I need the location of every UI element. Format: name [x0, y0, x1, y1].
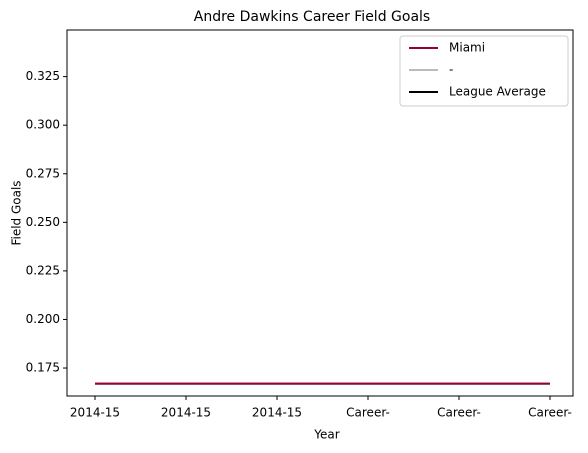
y-tick-label: 0.300 — [26, 118, 60, 132]
y-axis-label: Field Goals — [10, 180, 24, 245]
x-tick-label: 2014-15 — [70, 406, 120, 420]
legend-label: - — [449, 63, 453, 77]
legend-label: Miami — [449, 41, 485, 55]
chart-title: Andre Dawkins Career Field Goals — [194, 9, 430, 25]
y-tick-label: 0.275 — [26, 166, 60, 180]
x-tick-label: Career- — [528, 406, 572, 420]
x-tick-label: Career- — [346, 406, 390, 420]
plot-frame — [66, 29, 574, 397]
y-tick-label: 0.225 — [26, 263, 60, 277]
legend-label: League Average — [449, 85, 546, 99]
x-axis-label: Year — [313, 428, 339, 442]
y-tick-label: 0.200 — [26, 312, 60, 326]
x-tick-label: 2014-15 — [252, 406, 302, 420]
x-tick-label: Career- — [437, 406, 481, 420]
y-tick-label: 0.175 — [26, 361, 60, 375]
legend-box — [399, 35, 569, 107]
y-tick-label: 0.325 — [26, 69, 60, 83]
y-tick-label: 0.250 — [26, 215, 60, 229]
x-tick-label: 2014-15 — [161, 406, 211, 420]
